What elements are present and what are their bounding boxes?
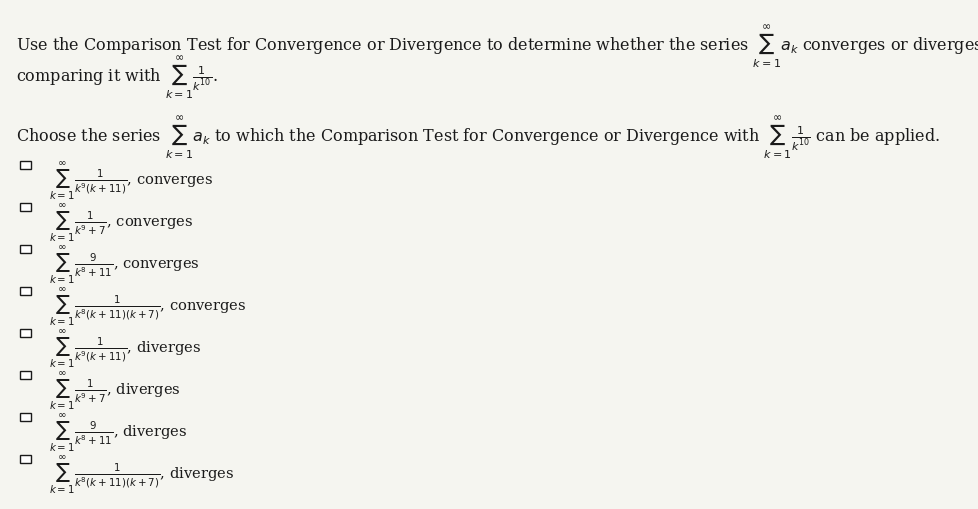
- Text: $\sum_{k=1}^{\infty} \frac{1}{k^{9}+7}$, converges: $\sum_{k=1}^{\infty} \frac{1}{k^{9}+7}$,…: [49, 203, 193, 244]
- Text: $\sum_{k=1}^{\infty} \frac{1}{k^{8}(k+11)(k+7)}$, converges: $\sum_{k=1}^{\infty} \frac{1}{k^{8}(k+11…: [49, 286, 245, 328]
- FancyBboxPatch shape: [20, 203, 31, 211]
- Text: $\sum_{k=1}^{\infty} \frac{1}{k^{8}(k+11)(k+7)}$, diverges: $\sum_{k=1}^{\infty} \frac{1}{k^{8}(k+11…: [49, 454, 234, 496]
- Text: $\sum_{k=1}^{\infty} \frac{1}{k^{9}(k+11)}$, converges: $\sum_{k=1}^{\infty} \frac{1}{k^{9}(k+11…: [49, 160, 213, 203]
- FancyBboxPatch shape: [20, 371, 31, 379]
- Text: $\sum_{k=1}^{\infty} \frac{9}{k^{8}+11}$, diverges: $\sum_{k=1}^{\infty} \frac{9}{k^{8}+11}$…: [49, 412, 187, 454]
- Text: comparing it with $\sum_{k=1}^{\infty} \frac{1}{k^{10}}$.: comparing it with $\sum_{k=1}^{\infty} \…: [16, 54, 217, 101]
- Text: Choose the series $\sum_{k=1}^{\infty} a_k$ to which the Comparison Test for Con: Choose the series $\sum_{k=1}^{\infty} a…: [16, 115, 939, 161]
- FancyBboxPatch shape: [20, 455, 31, 463]
- Text: $\sum_{k=1}^{\infty} \frac{9}{k^{8}+11}$, converges: $\sum_{k=1}^{\infty} \frac{9}{k^{8}+11}$…: [49, 244, 200, 286]
- FancyBboxPatch shape: [20, 287, 31, 295]
- FancyBboxPatch shape: [20, 413, 31, 420]
- Text: $\sum_{k=1}^{\infty} \frac{1}{k^{9}+7}$, diverges: $\sum_{k=1}^{\infty} \frac{1}{k^{9}+7}$,…: [49, 370, 180, 412]
- FancyBboxPatch shape: [20, 161, 31, 169]
- FancyBboxPatch shape: [20, 245, 31, 253]
- Text: Use the Comparison Test for Convergence or Divergence to determine whether the s: Use the Comparison Test for Convergence …: [16, 24, 978, 70]
- FancyBboxPatch shape: [20, 329, 31, 337]
- Text: $\sum_{k=1}^{\infty} \frac{1}{k^{9}(k+11)}$, diverges: $\sum_{k=1}^{\infty} \frac{1}{k^{9}(k+11…: [49, 328, 200, 370]
